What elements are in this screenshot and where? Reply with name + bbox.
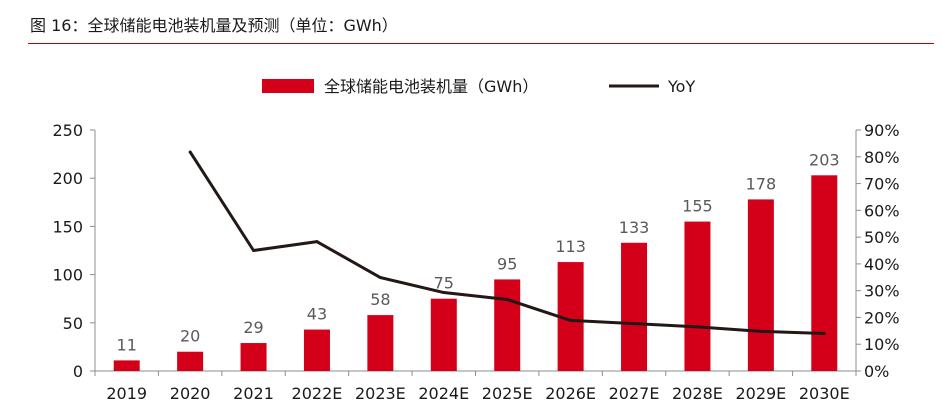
bar [240,343,267,371]
bar [621,242,648,371]
right-tick-label: 50% [864,228,900,247]
yoy-point [822,332,826,336]
data-labels: 11 20 29 43 58 75 95 113 133 155 178 203 [117,150,840,354]
x-tick-label: 2025E [482,384,533,403]
bar-value-label: 58 [370,290,390,309]
bar-value-label: 20 [180,327,200,346]
x-tick-label: 2023E [355,384,406,403]
bar-value-label: 133 [619,218,650,237]
bar-value-label: 75 [434,274,454,293]
x-tick-label: 2030E [799,384,850,403]
bar-value-label: 203 [809,150,840,169]
right-tick-label: 80% [864,148,900,167]
bar-value-label: 155 [682,197,713,216]
right-tick-label: 30% [864,282,900,301]
bar-value-label: 11 [117,335,137,354]
x-tick-label: 2020 [170,384,211,403]
yoy-point [569,318,573,322]
bar [684,221,711,371]
title-rule [28,43,934,44]
bar-value-label: 29 [243,318,263,337]
bar [811,175,838,371]
right-tick-label: 70% [864,175,900,194]
left-tick-label: 100 [52,266,83,285]
yoy-point [442,291,446,295]
right-tick-label: 20% [864,308,900,327]
yoy-point [632,322,636,326]
right-tick-label: 60% [864,201,900,220]
bar [494,279,521,371]
figure-title: 图 16：全球储能电池装机量及预测（单位：GWh） [30,16,398,35]
axes: 0 50 100 150 200 250 0% 10% 20% 30% 40% 50% 60% 70% 80… [52,121,899,403]
bar [747,199,774,371]
x-tick-label: 2024E [418,384,469,403]
right-tick-label: 0% [864,362,889,381]
x-tick-label: 2028E [672,384,723,403]
yoy-point [252,249,256,252]
right-tick-label: 10% [864,335,900,354]
bar-value-label: 178 [746,174,777,193]
legend-line-label: YoY [667,77,695,96]
bar-value-label: 43 [307,305,327,324]
left-tick-label: 50 [63,314,83,333]
legend: 全球储能电池装机量（GWh） YoY [262,77,695,96]
left-tick-label: 0 [73,362,83,381]
yoy-point [378,276,382,280]
bar [177,351,204,371]
bar-value-label: 113 [555,237,586,256]
left-tick-label: 200 [52,169,83,188]
legend-bar-label: 全球储能电池装机量（GWh） [324,77,538,96]
bar [113,360,140,371]
x-tick-label: 2022E [292,384,343,403]
bar [367,315,394,371]
right-tick-label: 40% [864,255,900,274]
yoy-point [759,329,763,333]
yoy-point [695,325,699,329]
x-tick-label: 2019 [106,384,147,403]
legend-bar-swatch [262,79,314,93]
bar [430,298,457,371]
bar [303,329,330,371]
yoy-point [505,298,509,302]
yoy-series [188,150,826,336]
yoy-point [188,150,192,154]
yoy-point [315,240,319,244]
bar-value-label: 95 [497,254,517,273]
x-tick-label: 2027E [609,384,660,403]
left-tick-label: 150 [52,217,83,236]
bars [113,175,838,371]
right-tick-label: 90% [864,121,900,140]
x-tick-label: 2029E [735,384,786,403]
left-tick-label: 250 [52,121,83,140]
x-tick-label: 2026E [545,384,596,403]
x-tick-label: 2021 [233,384,274,403]
